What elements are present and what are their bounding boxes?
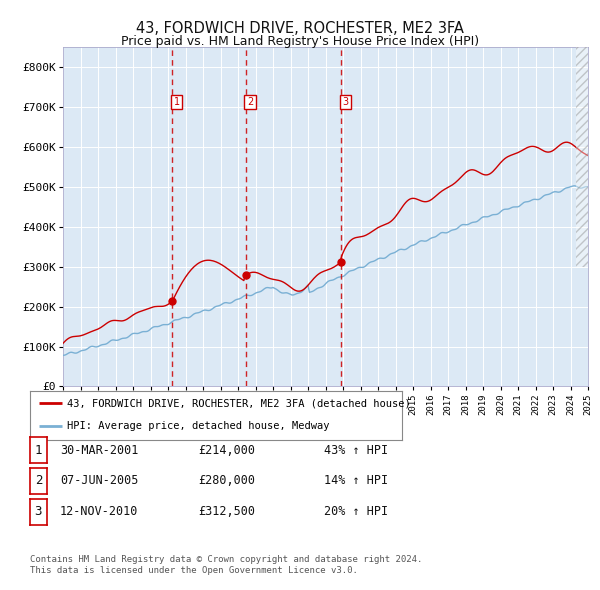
Text: 20% ↑ HPI: 20% ↑ HPI [324,505,388,518]
Text: 3: 3 [342,97,348,107]
Text: Contains HM Land Registry data © Crown copyright and database right 2024.
This d: Contains HM Land Registry data © Crown c… [30,555,422,575]
Polygon shape [576,47,588,267]
Text: 2: 2 [35,474,42,487]
Text: 12-NOV-2010: 12-NOV-2010 [60,505,139,518]
Text: 3: 3 [35,505,42,518]
Text: 07-JUN-2005: 07-JUN-2005 [60,474,139,487]
Text: 43, FORDWICH DRIVE, ROCHESTER, ME2 3FA (detached house): 43, FORDWICH DRIVE, ROCHESTER, ME2 3FA (… [67,398,411,408]
Text: 1: 1 [173,97,180,107]
Text: Price paid vs. HM Land Registry's House Price Index (HPI): Price paid vs. HM Land Registry's House … [121,35,479,48]
Text: 2: 2 [247,97,253,107]
Text: £312,500: £312,500 [198,505,255,518]
Text: 1: 1 [35,444,42,457]
Text: 43, FORDWICH DRIVE, ROCHESTER, ME2 3FA: 43, FORDWICH DRIVE, ROCHESTER, ME2 3FA [136,21,464,35]
Text: 43% ↑ HPI: 43% ↑ HPI [324,444,388,457]
Text: HPI: Average price, detached house, Medway: HPI: Average price, detached house, Medw… [67,421,330,431]
Text: £280,000: £280,000 [198,474,255,487]
Text: 30-MAR-2001: 30-MAR-2001 [60,444,139,457]
Text: 14% ↑ HPI: 14% ↑ HPI [324,474,388,487]
Text: £214,000: £214,000 [198,444,255,457]
